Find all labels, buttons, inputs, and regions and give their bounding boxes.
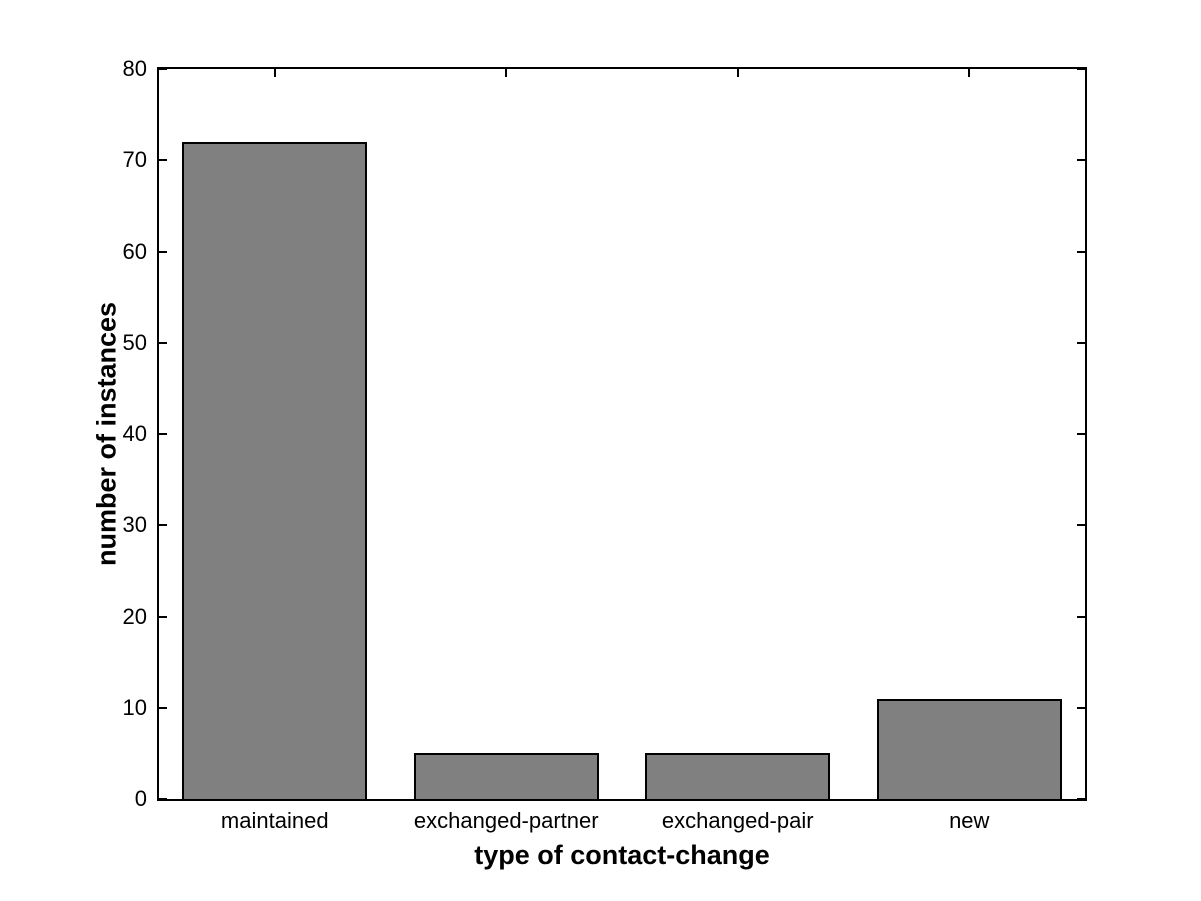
y-tick-mark-left [159,524,167,527]
bar-new [876,698,1062,799]
x-tick-label: exchanged-pair [661,808,814,833]
y-tick-mark-right [1077,798,1085,800]
bar-exchanged-partner [413,753,599,799]
y-tick-mark-left [159,798,167,800]
y-tick-mark-right [1077,250,1085,253]
y-tick-mark-right [1077,524,1085,527]
y-tick-label: 10 [122,694,147,720]
x-tick-mark-top [505,69,508,77]
y-tick-label: 80 [122,56,147,81]
y-tick-mark-right [1077,615,1085,618]
y-tick-label: 0 [134,786,147,811]
y-tick-mark-left [159,433,167,435]
y-tick-mark-left [159,706,167,709]
y-tick-mark-left [159,68,167,70]
y-tick-label: 60 [122,238,147,264]
bar-maintained [182,142,368,799]
y-tick-label: 70 [122,147,147,173]
x-tick-mark-top [736,69,739,77]
y-tick-mark-right [1077,159,1085,162]
y-tick-label: 50 [122,329,147,355]
y-tick-label: 20 [122,603,147,629]
x-tick-mark-top [273,69,276,77]
y-tick-label: 30 [122,512,147,538]
x-axis-label: type of contact-change [474,840,770,870]
y-tick-mark-right [1077,706,1085,709]
bar-exchanged-pair [645,753,831,799]
y-tick-mark-left [159,159,167,162]
x-tick-label: exchanged-partner [413,808,599,833]
plot-area [157,67,1087,801]
x-tick-label: new [949,808,990,833]
y-tick-mark-right [1077,68,1085,70]
x-tick-mark-top [968,69,971,77]
y-tick-mark-right [1077,341,1085,344]
y-tick-mark-left [159,250,167,253]
x-tick-label: maintained [220,808,329,833]
y-tick-label: 40 [122,421,147,446]
y-tick-mark-left [159,615,167,618]
y-tick-mark-left [159,341,167,344]
y-tick-mark-right [1077,433,1085,435]
